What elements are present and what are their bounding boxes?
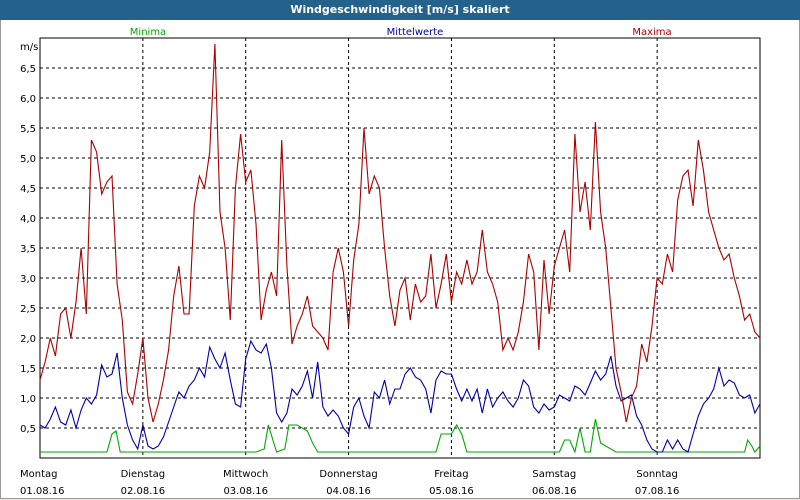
legend-item: Maxima — [632, 27, 671, 38]
x-tick-day: Freitag — [434, 469, 468, 480]
y-tick-label: 6,5 — [20, 64, 36, 75]
x-tick-day: Samstag — [532, 469, 576, 480]
y-tick-label: 4,5 — [20, 184, 36, 195]
x-tick-day: Sonntag — [636, 469, 678, 480]
y-tick-label: 2,5 — [20, 304, 36, 315]
y-tick-label: 0,5 — [20, 424, 36, 435]
x-tick-date: 04.08.16 — [326, 486, 371, 497]
x-tick-date: 05.08.16 — [429, 486, 474, 497]
series-line-mittelwerte — [39, 339, 761, 453]
x-tick-date: 07.08.16 — [635, 486, 680, 497]
y-axis-label: m/s — [20, 42, 38, 53]
x-tick-day: Dienstag — [121, 469, 166, 480]
y-tick-label: 5,0 — [20, 154, 36, 165]
series-line-maxima — [39, 43, 761, 423]
wind-speed-chart: 0,51,01,52,02,53,03,54,04,55,05,56,06,5 … — [20, 27, 761, 497]
y-tick-label: 1,5 — [20, 364, 36, 375]
legend-item: Minima — [130, 27, 166, 38]
y-tick-label: 3,5 — [20, 244, 36, 255]
plot-border — [39, 37, 761, 459]
window-title: Windgeschwindigkeit [m/s] skaliert — [0, 0, 800, 20]
x-tick-day: Donnerstag — [319, 469, 377, 480]
x-tick-date: 03.08.16 — [223, 486, 268, 497]
x-tick-day: Montag — [20, 469, 57, 480]
y-tick-label: 6,0 — [20, 94, 36, 105]
y-tick-label: 2,0 — [20, 334, 36, 345]
series-lines — [39, 43, 761, 454]
legend: Minima Mittelwerte Maxima — [130, 27, 672, 38]
y-tick-label: 5,5 — [20, 124, 36, 135]
x-tick-labels: Montag 01.08.16 Dienstag 02.08.16 Mittwoch 03… — [20, 469, 679, 497]
y-tick-label: 4,0 — [20, 214, 36, 225]
x-tick-date: 01.08.16 — [20, 486, 65, 497]
y-tick-label: 3,0 — [20, 274, 36, 285]
y-tick-label: 1,0 — [20, 394, 36, 405]
series-line-minima — [40, 418, 761, 454]
x-tick-date: 02.08.16 — [121, 486, 166, 497]
legend-item: Mittelwerte — [387, 27, 444, 38]
y-tick-labels: 0,5 1,0 1,5 2,0 2,5 3,0 3,5 4,0 4,5 5,0 5,5 6,0 6,5 — [20, 64, 36, 435]
x-tick-day: Mittwoch — [223, 469, 268, 480]
x-tick-date: 06.08.16 — [532, 486, 577, 497]
axes — [39, 37, 761, 459]
